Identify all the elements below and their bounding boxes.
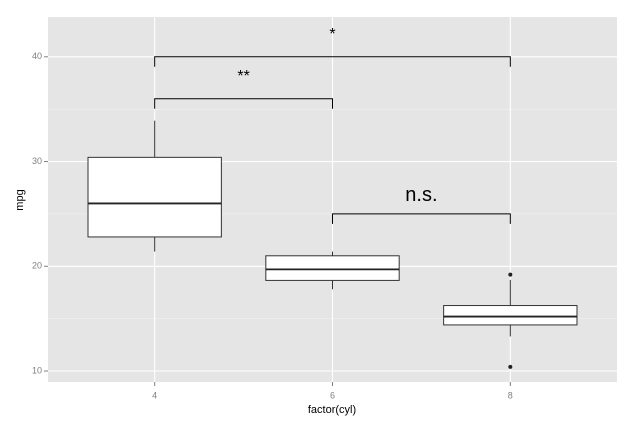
significance-label: *: [329, 26, 335, 43]
y-tick-label: 10: [32, 365, 42, 375]
x-tick-label: 8: [508, 390, 513, 400]
significance-label: **: [237, 68, 249, 85]
box: [87, 156, 222, 238]
significance-bracket: [332, 213, 511, 224]
x-axis-title: factor(cyl): [308, 404, 356, 416]
box: [265, 255, 400, 281]
y-tick-label: 20: [32, 261, 42, 271]
y-axis-title: mpg: [14, 189, 26, 210]
y-tick-label: 40: [32, 51, 42, 61]
x-tick-label: 4: [152, 390, 157, 400]
significance-bracket: [154, 56, 511, 67]
significance-bracket: [154, 98, 333, 109]
outlier: [508, 272, 513, 277]
box: [443, 305, 578, 326]
y-tick-label: 30: [32, 156, 42, 166]
x-tick-label: 6: [330, 390, 335, 400]
outlier: [508, 364, 513, 369]
significance-label: n.s.: [405, 184, 437, 206]
